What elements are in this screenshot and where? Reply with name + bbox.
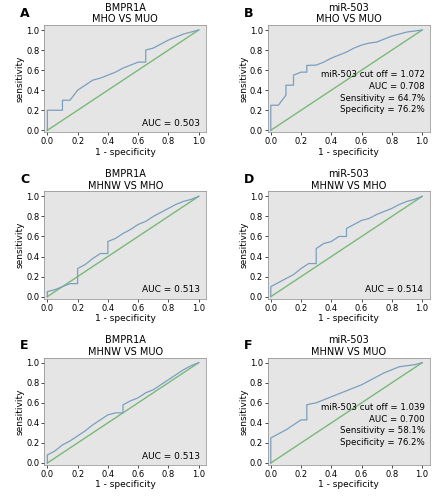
Text: AUC = 0.513: AUC = 0.513 [142, 452, 200, 460]
Text: F: F [244, 340, 252, 352]
Title: BMPR1A
MHNW VS MUO: BMPR1A MHNW VS MUO [88, 336, 163, 357]
X-axis label: 1 - specificity: 1 - specificity [319, 148, 379, 156]
Text: miR-503 cut off = 1.072
AUC = 0.708
Sensitivity = 64.7%
Specificity = 76.2%: miR-503 cut off = 1.072 AUC = 0.708 Sens… [321, 70, 425, 114]
X-axis label: 1 - specificity: 1 - specificity [95, 480, 155, 489]
Y-axis label: sensitivity: sensitivity [16, 56, 25, 102]
X-axis label: 1 - specificity: 1 - specificity [319, 480, 379, 489]
Title: miR-503
MHNW VS MHO: miR-503 MHNW VS MHO [311, 169, 386, 190]
Y-axis label: sensitivity: sensitivity [16, 388, 25, 434]
X-axis label: 1 - specificity: 1 - specificity [95, 148, 155, 156]
Text: E: E [20, 340, 28, 352]
Title: BMPR1A
MHO VS MUO: BMPR1A MHO VS MUO [93, 2, 158, 24]
Y-axis label: sensitivity: sensitivity [16, 222, 25, 268]
X-axis label: 1 - specificity: 1 - specificity [319, 314, 379, 323]
Text: AUC = 0.503: AUC = 0.503 [142, 119, 200, 128]
Text: B: B [244, 6, 253, 20]
Y-axis label: sensitivity: sensitivity [239, 56, 248, 102]
Text: A: A [20, 6, 30, 20]
Text: D: D [244, 173, 254, 186]
Text: AUC = 0.513: AUC = 0.513 [142, 286, 200, 294]
Text: AUC = 0.514: AUC = 0.514 [365, 286, 423, 294]
Text: C: C [20, 173, 29, 186]
Text: miR-503 cut off = 1.039
AUC = 0.700
Sensitivity = 58.1%
Specificity = 76.2%: miR-503 cut off = 1.039 AUC = 0.700 Sens… [321, 403, 425, 447]
X-axis label: 1 - specificity: 1 - specificity [95, 314, 155, 323]
Title: BMPR1A
MHNW VS MHO: BMPR1A MHNW VS MHO [88, 169, 163, 190]
Title: miR-503
MHO VS MUO: miR-503 MHO VS MUO [316, 2, 381, 24]
Y-axis label: sensitivity: sensitivity [239, 222, 248, 268]
Title: miR-503
MHNW VS MUO: miR-503 MHNW VS MUO [311, 336, 386, 357]
Y-axis label: sensitivity: sensitivity [239, 388, 248, 434]
